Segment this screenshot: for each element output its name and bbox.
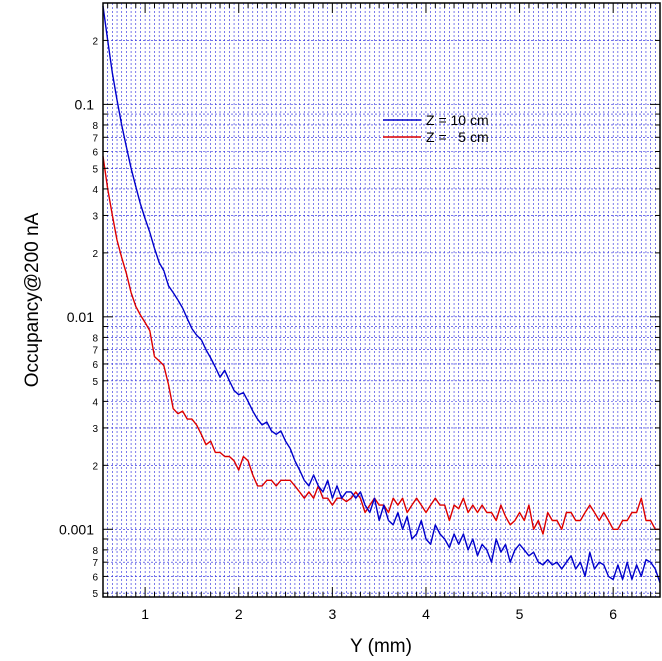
series-group bbox=[102, 6, 661, 584]
x-tick-label: 1 bbox=[141, 606, 149, 622]
y-axis-title: Occupancy@200 nA bbox=[22, 212, 43, 387]
y-tick-label: 0.001 bbox=[59, 521, 94, 537]
x-tick-label: 3 bbox=[328, 606, 336, 622]
y-minor-tick-label: 2 bbox=[92, 249, 98, 260]
y-minor-tick-label: 4 bbox=[92, 185, 98, 196]
y-minor-tick-label: 3 bbox=[92, 211, 98, 222]
plot-frame bbox=[102, 2, 661, 598]
grid bbox=[103, 3, 660, 597]
y-minor-tick-label: 8 bbox=[92, 333, 98, 344]
y-minor-tick-label: 6 bbox=[92, 360, 98, 371]
y-tick-label: 0.1 bbox=[75, 96, 95, 112]
y-minor-tick-label: 5 bbox=[92, 377, 98, 388]
legend: Z = 10 cm Z = 5 cm bbox=[383, 112, 489, 145]
y-tick-label: 0.01 bbox=[67, 309, 94, 325]
legend-label-z5: Z = 5 cm bbox=[426, 129, 489, 145]
series-line-z10 bbox=[102, 6, 661, 584]
y-minor-tick-label: 2 bbox=[92, 36, 98, 47]
y-minor-tick-label: 7 bbox=[92, 558, 98, 569]
y-minor-tick-label: 6 bbox=[92, 148, 98, 159]
y-minor-tick-label: 5 bbox=[92, 589, 98, 600]
x-axis-title: Y (mm) bbox=[350, 636, 412, 657]
y-minor-tick-label: 6 bbox=[92, 572, 98, 583]
y-minor-tick-label: 8 bbox=[92, 546, 98, 557]
x-tick-label: 2 bbox=[235, 606, 243, 622]
x-tick-label: 5 bbox=[516, 606, 524, 622]
y-minor-tick-label: 4 bbox=[92, 397, 98, 408]
y-minor-tick-label: 8 bbox=[92, 121, 98, 132]
y-minor-tick-label: 3 bbox=[92, 424, 98, 435]
y-minor-tick-label: 5 bbox=[92, 164, 98, 175]
legend-label-z10: Z = 10 cm bbox=[426, 112, 489, 128]
y-minor-tick-label: 7 bbox=[92, 133, 98, 144]
x-tick-label: 4 bbox=[422, 606, 430, 622]
y-minor-tick-label: 2 bbox=[92, 461, 98, 472]
y-minor-tick-label: 7 bbox=[92, 346, 98, 357]
x-tick-label: 6 bbox=[609, 606, 617, 622]
series-line-z5 bbox=[102, 156, 660, 535]
